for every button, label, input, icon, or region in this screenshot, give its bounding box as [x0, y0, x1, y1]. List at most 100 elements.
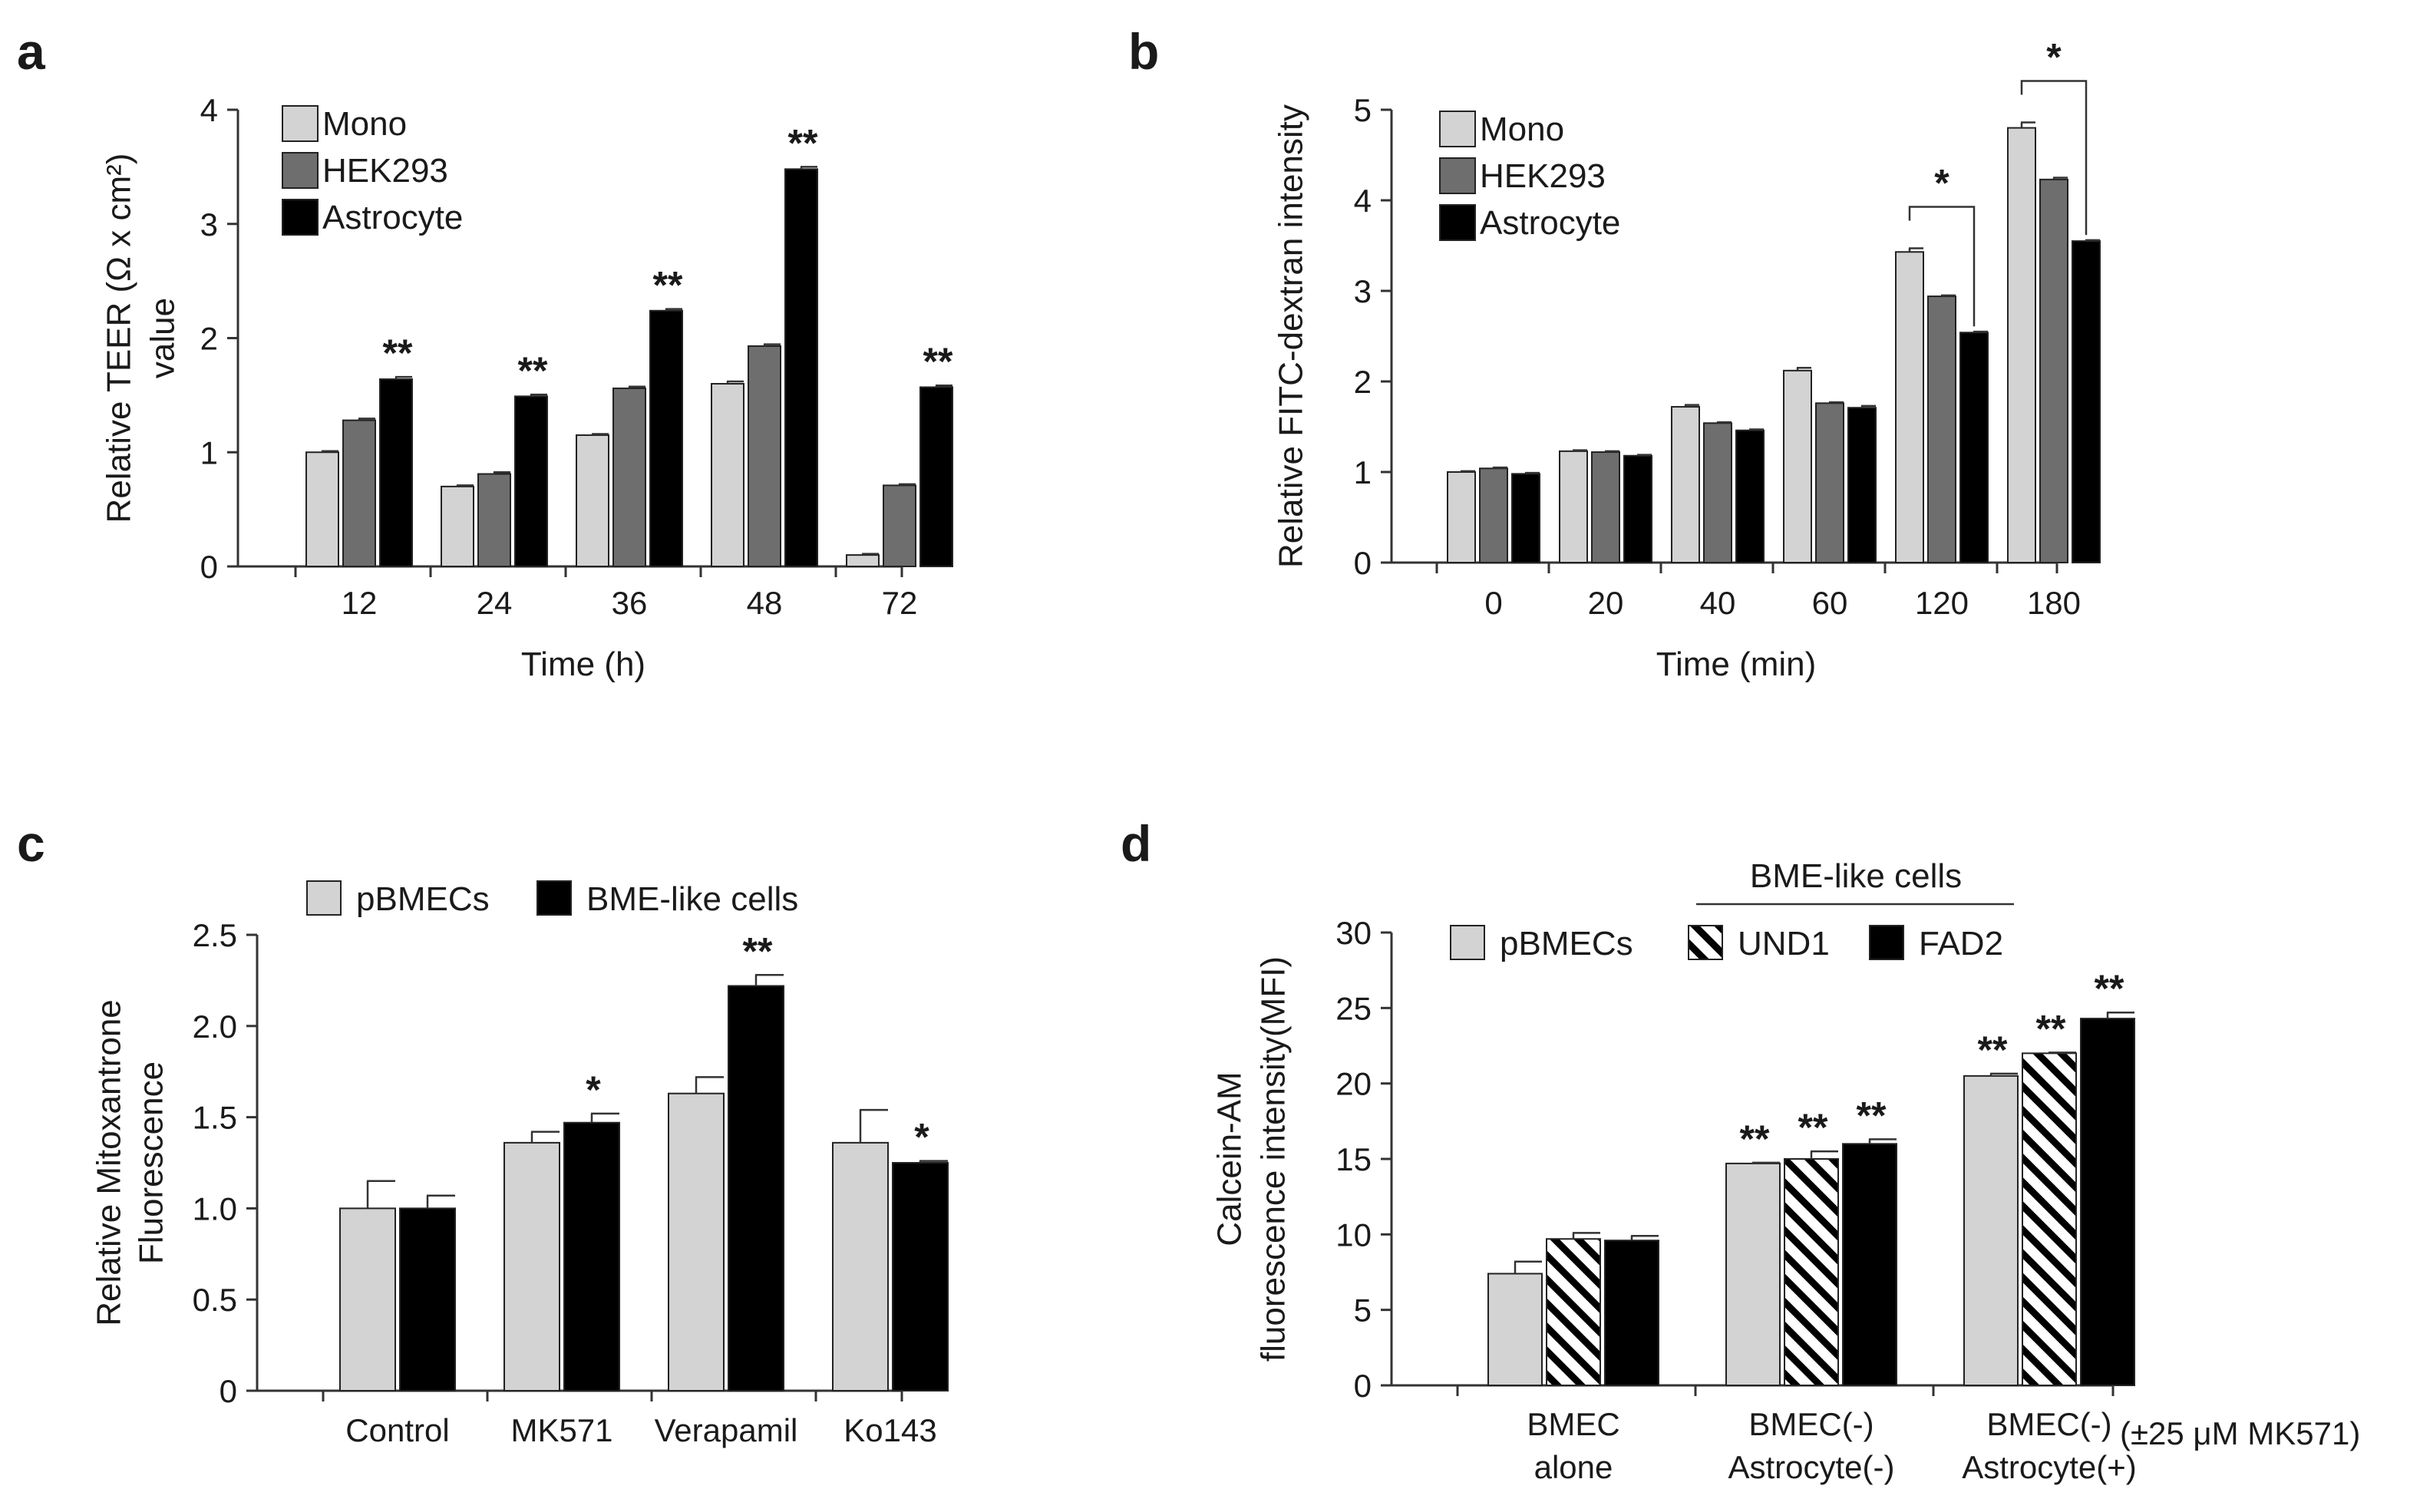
- legend-swatch: [1439, 111, 1476, 147]
- legend-swatch: [1439, 204, 1476, 241]
- y-axis-label: Relative FITC-dextran intensity: [1273, 104, 1310, 568]
- x-tick-label: 40: [1700, 585, 1736, 621]
- bar: [2080, 1018, 2135, 1386]
- bar: [1487, 1273, 1543, 1387]
- significance-label: **: [1798, 1106, 1828, 1149]
- legend-swatch: [1450, 925, 1485, 960]
- bar: [649, 309, 683, 567]
- y-tick-label: 5: [1354, 1292, 1372, 1329]
- bracket: [2020, 80, 2088, 236]
- legend-swatch: [282, 199, 319, 236]
- significance-label: **: [518, 349, 548, 392]
- bar: [892, 1162, 949, 1392]
- significance-label: **: [653, 264, 683, 307]
- bar: [1511, 473, 1540, 563]
- bar: [1591, 451, 1620, 563]
- x-tick-label: 180: [2027, 585, 2081, 621]
- y-tick-label: 3: [1354, 273, 1372, 309]
- bar: [1783, 369, 1812, 563]
- legend-label: pBMECs: [1500, 925, 1633, 962]
- bar: [1963, 1075, 2019, 1387]
- panel-label-b: b: [1128, 23, 1159, 80]
- y-tick-label: 0: [1354, 545, 1372, 581]
- chart-panel-b: 0 1 2 3 4 5 Relative FITC-dextran intensity 0 20…: [1273, 36, 2101, 683]
- significance-label: **: [1978, 1028, 2008, 1071]
- x-tick-label: Control: [345, 1412, 449, 1448]
- bar: [399, 1207, 456, 1392]
- legend-swatch: [536, 880, 572, 916]
- bar: [2022, 1052, 2077, 1387]
- bar: [1546, 1238, 1601, 1386]
- panel-label-a: a: [17, 23, 46, 80]
- legend-swatch: [1688, 925, 1723, 960]
- legend-swatch: [282, 105, 319, 142]
- bar: [832, 1141, 889, 1392]
- bar: [711, 383, 744, 567]
- significance-label: **: [788, 121, 818, 164]
- bracket: [1908, 206, 1976, 327]
- y-tick-label: 4: [1354, 183, 1372, 219]
- significance-label: *: [914, 1116, 929, 1159]
- bar: [305, 451, 339, 567]
- significance-label: *: [1934, 162, 1949, 205]
- y-tick-label: 15: [1335, 1141, 1372, 1177]
- y-tick-label: 0: [200, 549, 218, 585]
- x-tick-label: alone: [1534, 1449, 1613, 1485]
- chart-panel-d: 0 5 10 15 20 25 30 Calcein-AM fluorescence inten…: [1211, 857, 2361, 1485]
- panel-label-d: d: [1121, 815, 1151, 872]
- y-tick-label: 0: [220, 1373, 237, 1409]
- y-tick-label: 0: [1354, 1368, 1372, 1404]
- bar: [1927, 295, 1956, 563]
- y-tick-label: 2: [200, 321, 218, 357]
- side-note: (±25 μM MK571): [2120, 1415, 2360, 1451]
- bar: [514, 395, 548, 567]
- legend-label: HEK293: [322, 152, 448, 190]
- y-axis-label: Relative TEER (Ω x cm²): [101, 154, 138, 523]
- x-tick-label: 12: [342, 585, 378, 621]
- bar: [1623, 454, 1652, 564]
- x-tick-label: 72: [882, 585, 918, 621]
- significance-label: **: [923, 340, 953, 383]
- bar: [2072, 240, 2101, 563]
- significance-label: *: [586, 1068, 601, 1111]
- legend-swatch: [1869, 925, 1904, 960]
- bar: [2039, 178, 2068, 564]
- x-tick-label: BMEC(-): [1986, 1406, 2111, 1442]
- bar: [563, 1121, 620, 1392]
- bar: [1559, 450, 1588, 563]
- bar: [1671, 406, 1700, 563]
- y-tick-label: 25: [1335, 990, 1372, 1026]
- y-tick-label: 2.0: [193, 1009, 237, 1045]
- bar: [1703, 422, 1732, 564]
- x-axis-label: Time (h): [521, 645, 645, 683]
- bar: [919, 386, 953, 567]
- y-tick-label: 4: [200, 92, 218, 128]
- legend-label: Mono: [322, 105, 407, 143]
- bar: [668, 1092, 725, 1392]
- legend-swatch: [306, 880, 342, 916]
- bar: [1447, 471, 1476, 563]
- bar: [576, 434, 609, 567]
- bar: [846, 554, 880, 567]
- x-tick-label: 24: [477, 585, 513, 621]
- bar: [441, 485, 474, 567]
- significance-label: **: [1857, 1094, 1887, 1137]
- y-tick-label: 1: [1354, 454, 1372, 490]
- x-tick-label: 120: [1915, 585, 1969, 621]
- significance-label: *: [2046, 36, 2062, 79]
- y-tick-label: 2: [1354, 364, 1372, 400]
- y-axis-label: Relative Mitoxantrone: [91, 999, 128, 1326]
- y-axis-label: Fluorescence: [133, 1061, 170, 1264]
- legend-label: Mono: [1480, 111, 1564, 148]
- y-tick-label: 30: [1335, 915, 1372, 951]
- y-tick-label: 20: [1335, 1066, 1372, 1102]
- bar: [342, 419, 376, 567]
- bar: [1959, 332, 1989, 563]
- significance-label: **: [383, 332, 413, 375]
- x-tick-label: Astrocyte(-): [1728, 1449, 1894, 1485]
- bar: [1479, 467, 1508, 564]
- bar: [1815, 402, 1844, 563]
- bar: [1847, 407, 1877, 563]
- legend-swatch: [1439, 157, 1476, 194]
- bar: [477, 473, 511, 568]
